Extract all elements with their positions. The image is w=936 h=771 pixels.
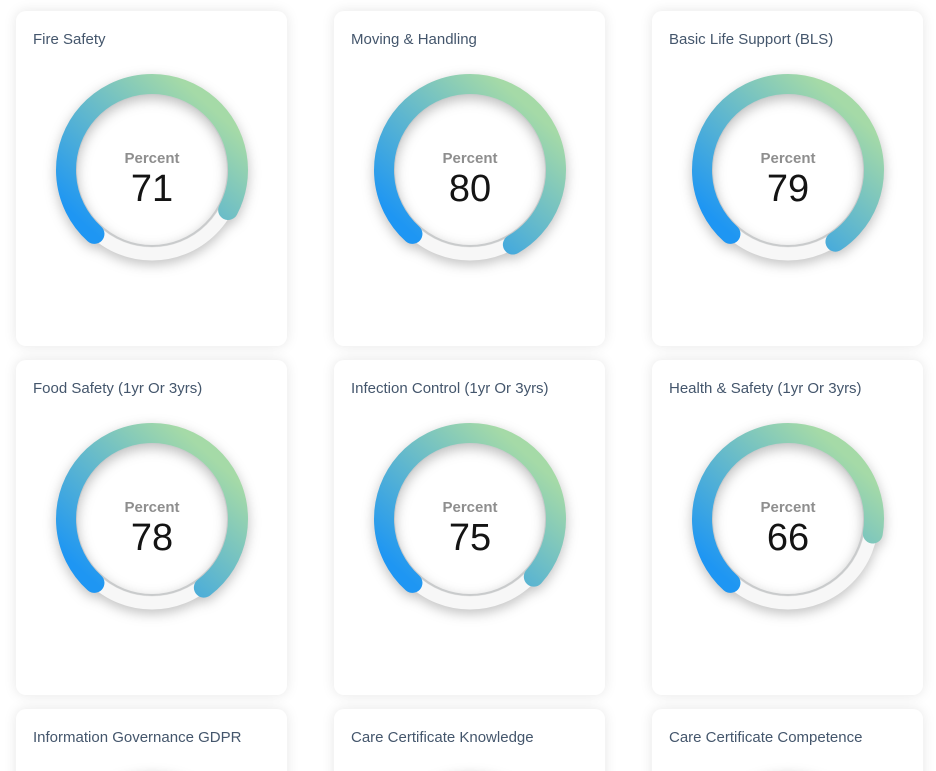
gauge-percent-label: Percent: [124, 150, 179, 167]
gauge-inner-ring: [710, 442, 865, 596]
gauge-arc: [42, 758, 262, 771]
gauge-percent-label: Percent: [760, 150, 815, 167]
gauge-arc: [678, 758, 898, 771]
gauge-ring: [373, 74, 566, 266]
gauge-chart: Percent: [42, 758, 262, 771]
gauge-ring: [42, 758, 262, 771]
gauge-inner-ring: [710, 93, 865, 247]
card-title: Care Certificate Knowledge: [351, 729, 534, 746]
gauge-inner-ring: [74, 442, 229, 596]
gauge-card: Care Certificate Knowledge Percent: [334, 709, 605, 771]
gauge-arc: [373, 74, 566, 266]
gauge-card: Moving & Handling Percent 80: [334, 11, 605, 346]
gauge-chart: Percent 79: [691, 74, 884, 266]
card-title: Moving & Handling: [351, 31, 477, 48]
gauge-percent-value: 78: [130, 517, 172, 559]
gauge-arc: [691, 423, 884, 615]
gauge-chart: Percent 78: [55, 423, 248, 615]
gauge-inner-ring: [392, 93, 547, 247]
card-title: Health & Safety (1yr Or 3yrs): [669, 380, 862, 397]
gauge-arc: [691, 74, 884, 266]
gauge-chart: Percent 80: [373, 74, 566, 266]
card-title: Care Certificate Competence: [669, 729, 863, 746]
gauge-percent-label: Percent: [442, 499, 497, 516]
gauge-percent-value: 71: [130, 168, 172, 210]
gauge-ring: [360, 758, 580, 771]
gauge-card: Food Safety (1yr Or 3yrs) Percent 78: [16, 360, 287, 695]
gauge-ring: [691, 423, 884, 615]
gauge-arc: [360, 758, 580, 771]
gauge-percent-value: 66: [766, 517, 808, 559]
card-title: Infection Control (1yr Or 3yrs): [351, 380, 549, 397]
gauge-percent-label: Percent: [442, 150, 497, 167]
gauge-ring: [373, 423, 566, 615]
gauge-percent-label: Percent: [124, 499, 179, 516]
card-title: Basic Life Support (BLS): [669, 31, 834, 48]
gauge-percent-value: 79: [766, 168, 808, 210]
gauge-card: Information Governance GDPR Percent: [16, 709, 287, 771]
gauge-chart: Percent: [678, 758, 898, 771]
gauge-arc: [55, 74, 248, 266]
gauge-card: Infection Control (1yr Or 3yrs) Percent …: [334, 360, 605, 695]
card-title: Fire Safety: [33, 31, 106, 48]
gauge-chart: Percent: [360, 758, 580, 771]
gauge-card: Health & Safety (1yr Or 3yrs) Percent 66: [652, 360, 923, 695]
card-title: Food Safety (1yr Or 3yrs): [33, 380, 203, 397]
card-title: Information Governance GDPR: [33, 729, 242, 746]
gauge-arc: [55, 423, 248, 615]
gauge-ring: [678, 758, 898, 771]
gauge-ring: [55, 74, 248, 266]
gauge-ring: [691, 74, 884, 266]
gauge-chart: Percent 75: [373, 423, 566, 615]
gauge-chart: Percent 71: [55, 74, 248, 266]
gauge-percent-value: 80: [448, 168, 490, 210]
gauge-card: Fire Safety Percent 71: [16, 11, 287, 346]
gauge-chart: Percent 66: [691, 423, 884, 615]
gauge-ring: [55, 423, 248, 615]
gauge-percent-value: 75: [448, 517, 490, 559]
gauge-inner-ring: [392, 442, 547, 596]
gauge-percent-label: Percent: [760, 499, 815, 516]
gauge-arc: [373, 423, 566, 615]
gauge-card: Care Certificate Competence Percent: [652, 709, 923, 771]
gauge-inner-ring: [74, 93, 229, 247]
gauge-card: Basic Life Support (BLS) Percent 79: [652, 11, 923, 346]
